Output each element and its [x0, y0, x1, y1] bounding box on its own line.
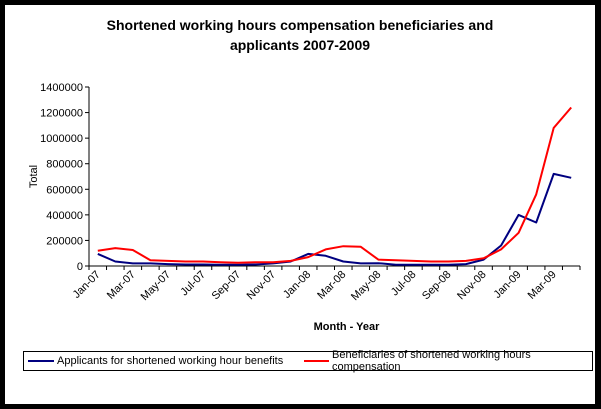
legend-swatch-applicants — [28, 360, 54, 362]
x-tick-label: Jan-08 — [281, 269, 313, 301]
x-tick-label: May-07 — [139, 269, 173, 303]
x-tick-label: May-08 — [349, 269, 383, 303]
chart-legend: Applicants for shortened working hour be… — [23, 349, 593, 373]
y-tick-label: 800000 — [46, 159, 83, 171]
legend-swatch-beneficiaries — [304, 360, 330, 362]
x-tick-label: Jan-09 — [491, 269, 523, 301]
series-line-applicants — [97, 172, 572, 266]
y-tick-label: 200000 — [46, 235, 83, 247]
x-tick-label: Jan-07 — [71, 269, 103, 301]
x-tick-label: Jul-08 — [389, 269, 419, 299]
y-tick-label: 1400000 — [40, 82, 83, 94]
line-chart: 0 200000 400000 600000 800000 1000000 1200000 1… — [28, 82, 581, 333]
chart-title-line-2: applicants 2007-2009 — [229, 37, 371, 53]
legend-label-beneficiaries: Beneficiaries of shortened working hours… — [332, 349, 531, 373]
y-tick-label: 600000 — [46, 184, 83, 196]
x-tick-label: Nov-08 — [455, 269, 489, 303]
y-tick-label: 1200000 — [40, 108, 83, 120]
x-tick-label: Sep-07 — [210, 269, 244, 303]
x-axis-title: Month - Year — [314, 321, 381, 333]
x-tick-label: Mar-07 — [105, 269, 138, 302]
x-tick-label: Sep-08 — [420, 269, 454, 303]
series-line-beneficiaries — [97, 106, 572, 264]
x-tick-label: Mar-08 — [315, 269, 348, 302]
y-tick-label: 400000 — [46, 210, 83, 222]
x-tick-label: Jul-07 — [178, 269, 208, 299]
y-tick-label: 0 — [77, 261, 83, 273]
legend-label-applicants: Applicants for shortened working hour be… — [57, 355, 284, 367]
y-axis-title: Total — [28, 165, 40, 188]
legend-item-applicants: Applicants for shortened working hour be… — [28, 353, 283, 369]
y-tick-label: 1000000 — [40, 133, 83, 145]
x-tick-label: Nov-07 — [245, 269, 279, 303]
x-tick-label: Mar-09 — [526, 269, 559, 302]
chart-title-line-1: Shortened working hours compensation ben… — [106, 17, 494, 33]
chart-panel: Shortened working hours compensation ben… — [5, 5, 595, 404]
legend-item-beneficiaries: Beneficiaries of shortened working hours… — [304, 349, 592, 373]
